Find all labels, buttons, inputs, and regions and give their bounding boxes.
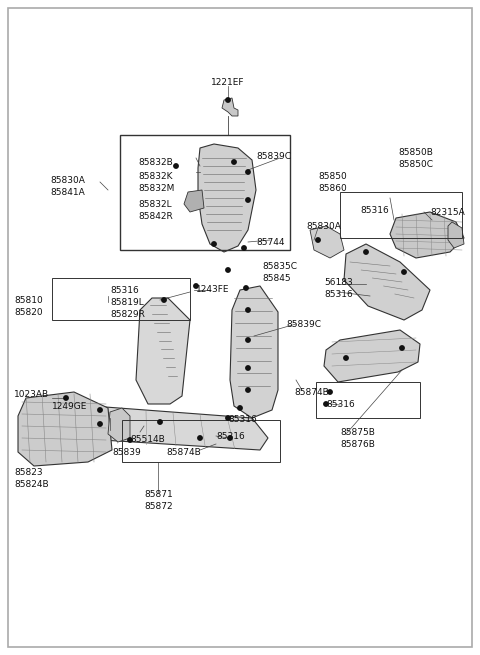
Text: 85872: 85872: [144, 502, 173, 511]
Text: 85514B: 85514B: [130, 435, 165, 444]
Text: 85842R: 85842R: [138, 212, 173, 221]
Text: 85823: 85823: [14, 468, 43, 477]
Circle shape: [128, 438, 132, 442]
Polygon shape: [310, 226, 344, 258]
Circle shape: [212, 242, 216, 246]
Circle shape: [198, 436, 202, 440]
Polygon shape: [18, 392, 112, 466]
Bar: [120, 135, 290, 250]
Circle shape: [400, 346, 404, 350]
Polygon shape: [184, 190, 204, 212]
Text: 85316: 85316: [228, 415, 257, 424]
Text: 85316: 85316: [324, 290, 353, 299]
Circle shape: [246, 388, 250, 392]
Circle shape: [226, 98, 230, 102]
Text: 85830A: 85830A: [306, 222, 341, 231]
Text: 85850: 85850: [318, 172, 347, 181]
Polygon shape: [108, 408, 130, 442]
Circle shape: [328, 390, 332, 394]
Text: 85875B: 85875B: [340, 428, 375, 437]
Polygon shape: [230, 286, 278, 418]
Text: 85850C: 85850C: [398, 160, 433, 169]
Circle shape: [246, 365, 250, 370]
Circle shape: [226, 416, 230, 421]
Polygon shape: [344, 244, 430, 320]
Text: 85835C: 85835C: [262, 262, 297, 271]
Text: 85824B: 85824B: [14, 480, 48, 489]
Text: 1249GE: 1249GE: [52, 402, 87, 411]
Text: 85832B: 85832B: [138, 158, 173, 167]
Text: 85744: 85744: [256, 238, 285, 247]
Text: 85860: 85860: [318, 184, 347, 193]
Circle shape: [244, 286, 248, 290]
Circle shape: [242, 246, 246, 250]
Text: 85820: 85820: [14, 308, 43, 317]
Circle shape: [64, 396, 68, 400]
Circle shape: [246, 308, 250, 312]
Text: 85832L: 85832L: [138, 200, 172, 209]
Bar: [340, 192, 462, 238]
Circle shape: [316, 238, 320, 242]
Polygon shape: [84, 406, 268, 450]
Text: 85874B: 85874B: [166, 448, 201, 457]
Text: 85819L: 85819L: [110, 298, 144, 307]
Circle shape: [98, 408, 102, 412]
Circle shape: [402, 270, 406, 274]
Text: 82315A: 82315A: [430, 208, 465, 217]
Text: 85839: 85839: [112, 448, 141, 457]
Text: 85316: 85316: [360, 206, 389, 215]
Text: 85839C: 85839C: [256, 152, 291, 161]
Text: 85839C: 85839C: [286, 320, 321, 329]
Text: 85830A: 85830A: [50, 176, 85, 185]
Text: 85871: 85871: [144, 490, 173, 499]
Polygon shape: [198, 144, 256, 252]
Text: 85876B: 85876B: [340, 440, 375, 449]
Polygon shape: [136, 298, 190, 404]
Circle shape: [174, 164, 178, 168]
Circle shape: [246, 198, 250, 202]
Polygon shape: [448, 222, 464, 248]
Polygon shape: [390, 212, 464, 258]
Bar: [122, 420, 280, 462]
Text: 85841A: 85841A: [50, 188, 85, 197]
Circle shape: [246, 170, 250, 174]
Text: 56183: 56183: [324, 278, 353, 287]
Circle shape: [98, 422, 102, 426]
Text: 1243FE: 1243FE: [196, 285, 229, 294]
Circle shape: [238, 406, 242, 410]
Text: 85316: 85316: [326, 400, 355, 409]
Circle shape: [228, 436, 232, 440]
Text: 85316: 85316: [216, 432, 245, 441]
Circle shape: [246, 338, 250, 342]
Circle shape: [194, 284, 198, 288]
Text: 85832K: 85832K: [138, 172, 172, 181]
Text: 85810: 85810: [14, 296, 43, 305]
Circle shape: [158, 420, 162, 424]
Circle shape: [232, 160, 236, 164]
Text: 85850B: 85850B: [398, 148, 433, 157]
Circle shape: [364, 250, 368, 254]
Circle shape: [162, 298, 166, 302]
Text: 85832M: 85832M: [138, 184, 174, 193]
Text: 1221EF: 1221EF: [211, 78, 245, 87]
Polygon shape: [222, 98, 238, 116]
Text: 1023AB: 1023AB: [14, 390, 49, 399]
Text: 85874B: 85874B: [294, 388, 329, 397]
Circle shape: [226, 268, 230, 272]
Circle shape: [344, 356, 348, 360]
Bar: [316, 382, 420, 418]
Polygon shape: [324, 330, 420, 382]
Circle shape: [324, 402, 328, 406]
Text: 85845: 85845: [262, 274, 290, 283]
Bar: [52, 278, 190, 320]
Text: 85316: 85316: [110, 286, 139, 295]
Text: 85829R: 85829R: [110, 310, 145, 319]
